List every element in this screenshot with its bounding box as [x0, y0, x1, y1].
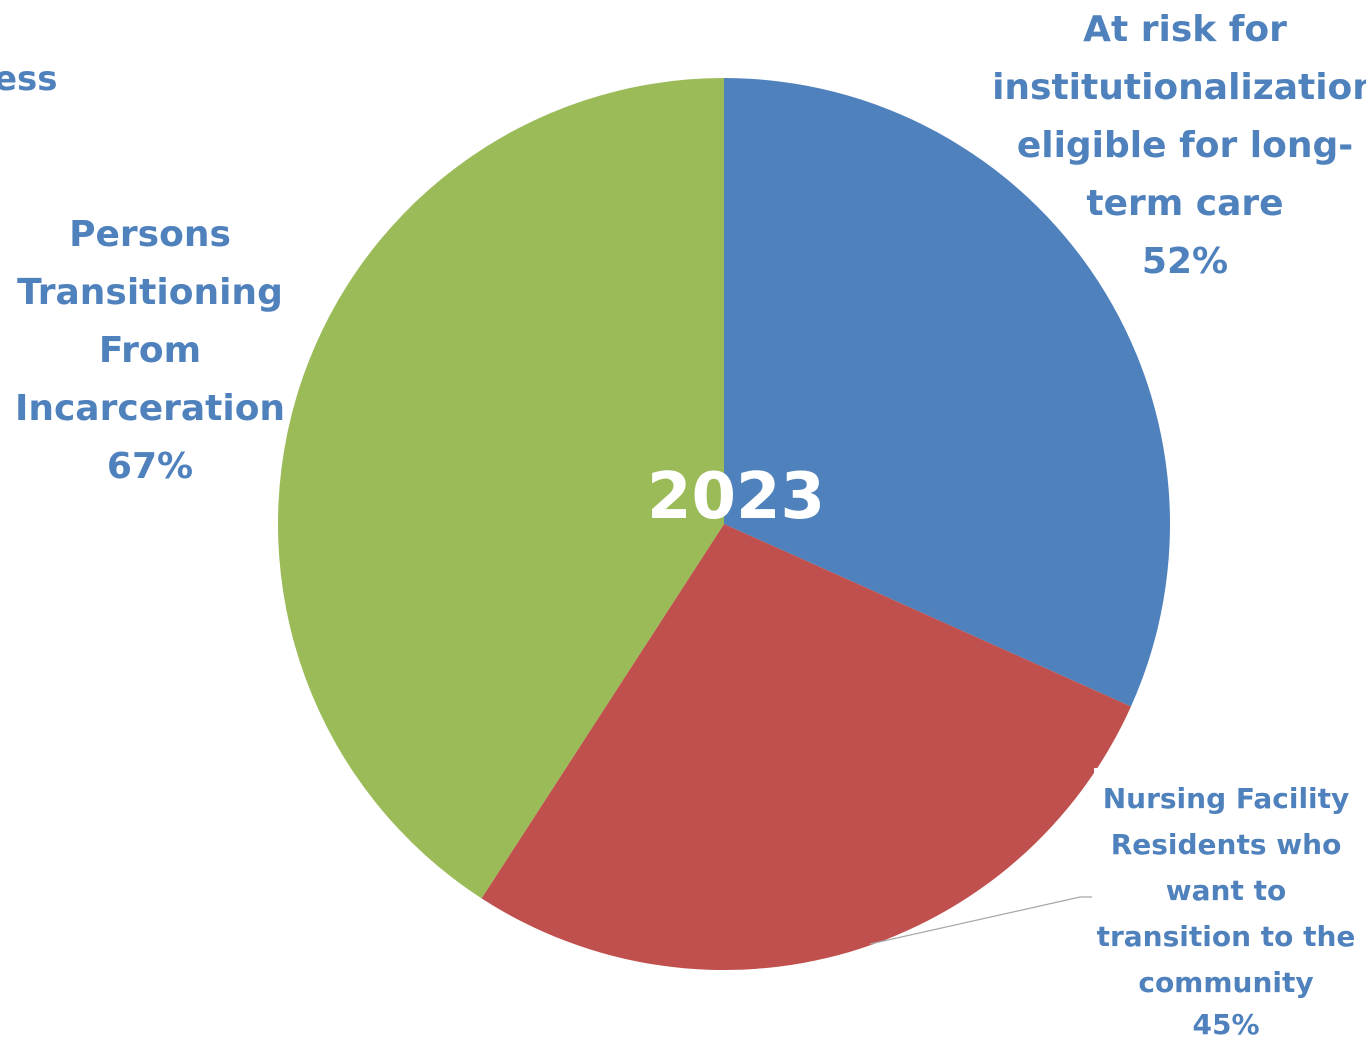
slice-label-nursing-percent: 45% — [1192, 1008, 1259, 1037]
slice-label-at-risk-line-3: eligible for long- — [1017, 125, 1353, 166]
slice-label-nursing-line-4: transition to the — [1097, 920, 1356, 953]
slice-label-at-risk-line-2: institutionalization — [992, 67, 1366, 108]
label-backdrop-nursing — [1094, 768, 1360, 1037]
slice-label-nursing-line-3: want to — [1166, 874, 1286, 907]
slice-label-at-risk-percent: 52% — [1142, 241, 1228, 282]
pie-slice-incarceration — [277, 78, 724, 899]
slice-label-incarceration-line-4: Incarceration — [15, 388, 285, 429]
pie-slice-nursing — [481, 524, 1131, 970]
slice-label-nursing-line-5: community — [1138, 966, 1313, 999]
slice-label-incarceration-percent: 67% — [107, 446, 193, 487]
slice-label-incarceration-line-1: Persons — [69, 214, 231, 255]
leader-line-nursing — [869, 896, 1092, 945]
slice-label-incarceration-line-3: From — [99, 330, 201, 371]
cut-off-label-fragment: ess — [0, 59, 58, 99]
chart-title: 2023 — [647, 460, 825, 534]
slice-label-incarceration-line-2: Transitioning — [17, 272, 283, 313]
slice-label-at-risk-line-1: At risk for — [1083, 9, 1287, 50]
slice-label-nursing-line-2: Residents who — [1111, 828, 1342, 861]
slice-label-nursing: Nursing Facility Residents who want to t… — [1097, 782, 1356, 1037]
slice-label-incarceration: Persons Transitioning From Incarceration… — [15, 214, 285, 487]
slice-label-nursing-line-1: Nursing Facility — [1103, 782, 1350, 815]
pie-slice-at-risk — [724, 78, 1170, 707]
slice-label-at-risk: At risk for institutionalization eligibl… — [992, 9, 1366, 282]
slice-label-at-risk-line-4: term care — [1086, 183, 1283, 224]
pie-slices — [277, 78, 1170, 970]
